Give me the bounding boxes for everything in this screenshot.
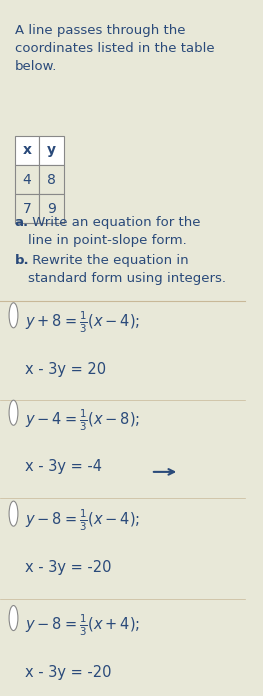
Bar <box>39 165 64 194</box>
Circle shape <box>9 400 18 425</box>
Circle shape <box>9 606 18 631</box>
Text: 4: 4 <box>23 173 31 187</box>
Text: $y - 4 = \frac{1}{3}(x - 8)$;: $y - 4 = \frac{1}{3}(x - 8)$; <box>24 407 140 432</box>
Bar <box>39 194 64 223</box>
Text: x - 3y = -20: x - 3y = -20 <box>24 560 111 576</box>
Text: a.: a. <box>15 216 29 229</box>
Text: y: y <box>47 143 56 157</box>
Circle shape <box>9 303 18 328</box>
Bar <box>15 136 39 165</box>
Text: $y - 8 = \frac{1}{3}(x + 4)$;: $y - 8 = \frac{1}{3}(x + 4)$; <box>24 612 140 638</box>
Text: A line passes through the
coordinates listed in the table
below.: A line passes through the coordinates li… <box>15 24 214 73</box>
Text: $y - 8 = \frac{1}{3}(x - 4)$;: $y - 8 = \frac{1}{3}(x - 4)$; <box>24 508 140 533</box>
Text: Rewrite the equation in
standard form using integers.: Rewrite the equation in standard form us… <box>28 254 226 285</box>
Text: $y + 8 = \frac{1}{3}(x - 4)$;: $y + 8 = \frac{1}{3}(x - 4)$; <box>24 310 140 335</box>
Text: 7: 7 <box>23 202 31 216</box>
Text: x - 3y = 20: x - 3y = 20 <box>24 362 106 377</box>
Bar <box>15 165 39 194</box>
Text: 9: 9 <box>47 202 56 216</box>
Text: x: x <box>23 143 32 157</box>
Text: b.: b. <box>15 254 29 267</box>
Bar <box>39 136 64 165</box>
Bar <box>15 194 39 223</box>
Circle shape <box>9 501 18 526</box>
Text: x - 3y = -20: x - 3y = -20 <box>24 665 111 680</box>
Text: 8: 8 <box>47 173 56 187</box>
Text: Write an equation for the
line in point-slope form.: Write an equation for the line in point-… <box>28 216 201 247</box>
Text: x - 3y = -4: x - 3y = -4 <box>24 459 102 475</box>
